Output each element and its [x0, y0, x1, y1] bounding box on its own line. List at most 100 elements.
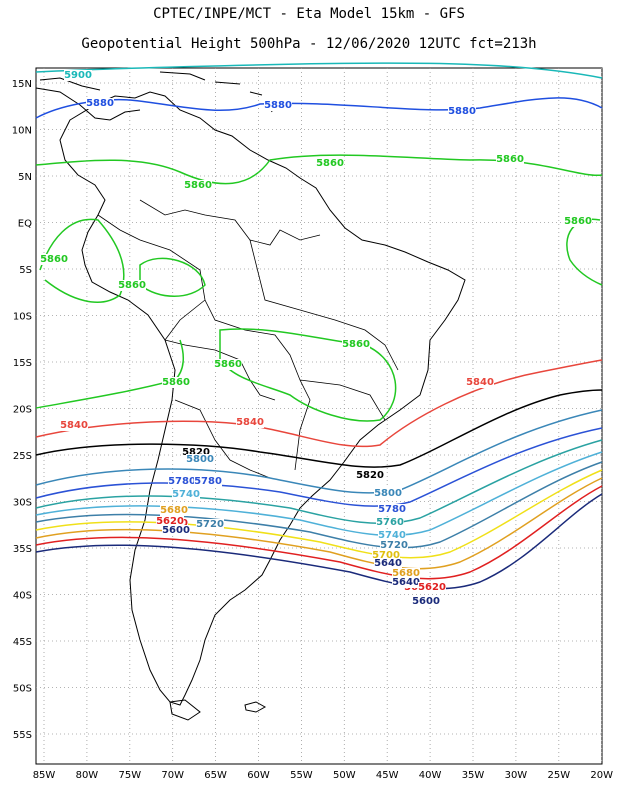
- contour-label: 5600: [412, 596, 440, 607]
- lon-tick-label: 75W: [118, 770, 141, 781]
- contour-label: 5620: [418, 582, 446, 593]
- contour-label-background: [412, 596, 440, 607]
- contour-label-background: [374, 558, 402, 569]
- contour-label-background: [60, 420, 88, 431]
- contour-label-background: [118, 280, 146, 291]
- falkland-islands: [244, 701, 267, 713]
- contour-label-background: [194, 476, 222, 487]
- lat-tick-label: 35S: [13, 544, 32, 555]
- contour-label-background: [356, 470, 384, 481]
- contour-label-background: [496, 154, 524, 165]
- contour-label: 5880: [448, 106, 476, 117]
- contour-label-background: [374, 488, 402, 499]
- contour-label-background: [182, 447, 210, 458]
- contour-label: 5720: [196, 519, 224, 530]
- contour-5640: [35, 493, 603, 590]
- contour-label-background: [196, 519, 224, 530]
- contour-label-background: [214, 359, 242, 370]
- lon-tick-label: 85W: [33, 770, 56, 781]
- contour-5660: [35, 485, 603, 580]
- lat-tick-label: 10S: [13, 312, 32, 323]
- contour-label: 5860: [342, 339, 370, 350]
- contour-label: 5900: [64, 70, 92, 81]
- contour-5860: [139, 257, 206, 297]
- contour-label: 5600: [162, 525, 190, 536]
- contour-label: 5860: [118, 280, 146, 291]
- contour-label-background: [342, 339, 370, 350]
- lon-tick-label: 35W: [462, 770, 485, 781]
- lat-tick-label: 5N: [18, 172, 32, 183]
- contour-label-background: [184, 180, 212, 191]
- contour-label-background: [186, 454, 214, 465]
- south-america-coastline: [59, 91, 466, 706]
- contour-label-background: [160, 505, 188, 516]
- tierra-del-fuego: [169, 699, 201, 721]
- contour-label-background: [564, 216, 592, 227]
- tick-labels: 15N 10N 5N EQ 5S 10S 15S 20S 25S 30S 35S 40S 45S 50S 5…: [12, 79, 613, 781]
- map-title: CPTEC/INPE/MCT - Eta Model 15km - GFS: [153, 6, 465, 22]
- contour-labels: 5900 5880 5880 5880 5860 5860 5860 5860 5860 5860…: [40, 70, 592, 607]
- lat-tick-label: 25S: [13, 451, 32, 462]
- contour-label-background: [172, 489, 200, 500]
- contour-label: 5800: [374, 488, 402, 499]
- lat-tick-label: 20S: [13, 405, 32, 416]
- contour-label: 5820: [182, 447, 210, 458]
- contour-label: 5880: [86, 98, 114, 109]
- contour-5760: [35, 439, 603, 525]
- contour-5860: [219, 328, 397, 422]
- contour-5840: [35, 359, 603, 448]
- lon-tick-label: 30W: [505, 770, 528, 781]
- contour-label-background: [64, 70, 92, 81]
- lat-tick-label: 15S: [13, 358, 32, 369]
- contour-label: 5860: [496, 154, 524, 165]
- contour-5900: [35, 62, 603, 79]
- contour-label: 5680: [392, 568, 420, 579]
- lat-tick-label: 40S: [13, 591, 32, 602]
- contour-label: 5840: [466, 377, 494, 388]
- contour-label-background: [376, 517, 404, 528]
- contour-label: 5840: [60, 420, 88, 431]
- contour-label: 5860: [162, 377, 190, 388]
- contour-label: 5680: [160, 505, 188, 516]
- lat-tick-label: 5S: [19, 265, 32, 276]
- contour-label-background: [466, 377, 494, 388]
- lon-tick-label: 70W: [161, 770, 184, 781]
- contour-label: 5820: [356, 470, 384, 481]
- contour-label: 5640: [374, 558, 402, 569]
- lat-tick-label: EQ: [18, 219, 32, 230]
- contour-label: 5800: [186, 454, 214, 465]
- caribbean-islands: [159, 71, 273, 113]
- contour-label-background: [418, 582, 446, 593]
- contour-label: 5700: [372, 550, 400, 561]
- contour-label: 5860: [40, 254, 68, 265]
- contour-label: 5860: [184, 180, 212, 191]
- lon-tick-label: 55W: [290, 770, 313, 781]
- contour-label-background: [378, 530, 406, 541]
- contour-label-background: [156, 516, 184, 527]
- contour-label-background: [448, 106, 476, 117]
- contour-label-background: [86, 98, 114, 109]
- lon-tick-label: 80W: [76, 770, 99, 781]
- contour-label: 5840: [236, 417, 264, 428]
- contour-label-background: [162, 525, 190, 536]
- contour-label: 5780: [378, 504, 406, 515]
- lat-tick-label: 55S: [13, 730, 32, 741]
- contour-label: 5740: [378, 530, 406, 541]
- lon-tick-label: 20W: [590, 770, 613, 781]
- lon-tick-label: 45W: [376, 770, 399, 781]
- contour-label-background: [372, 550, 400, 561]
- lon-tick-label: 50W: [333, 770, 356, 781]
- lat-tick-label: 10N: [12, 126, 32, 137]
- contour-label: 5720: [380, 540, 408, 551]
- contour-label: 5860: [564, 216, 592, 227]
- contour-5720: [35, 461, 603, 549]
- contour-label-background: [378, 504, 406, 515]
- contour-5820: [35, 389, 603, 468]
- contour-label-background: [162, 377, 190, 388]
- gridlines: [36, 68, 603, 764]
- contour-label: 5860: [316, 158, 344, 169]
- contour-label-background: [40, 254, 68, 265]
- contour-5740: [35, 451, 603, 537]
- contour-label-background: [316, 158, 344, 169]
- contour-5780: [35, 427, 603, 507]
